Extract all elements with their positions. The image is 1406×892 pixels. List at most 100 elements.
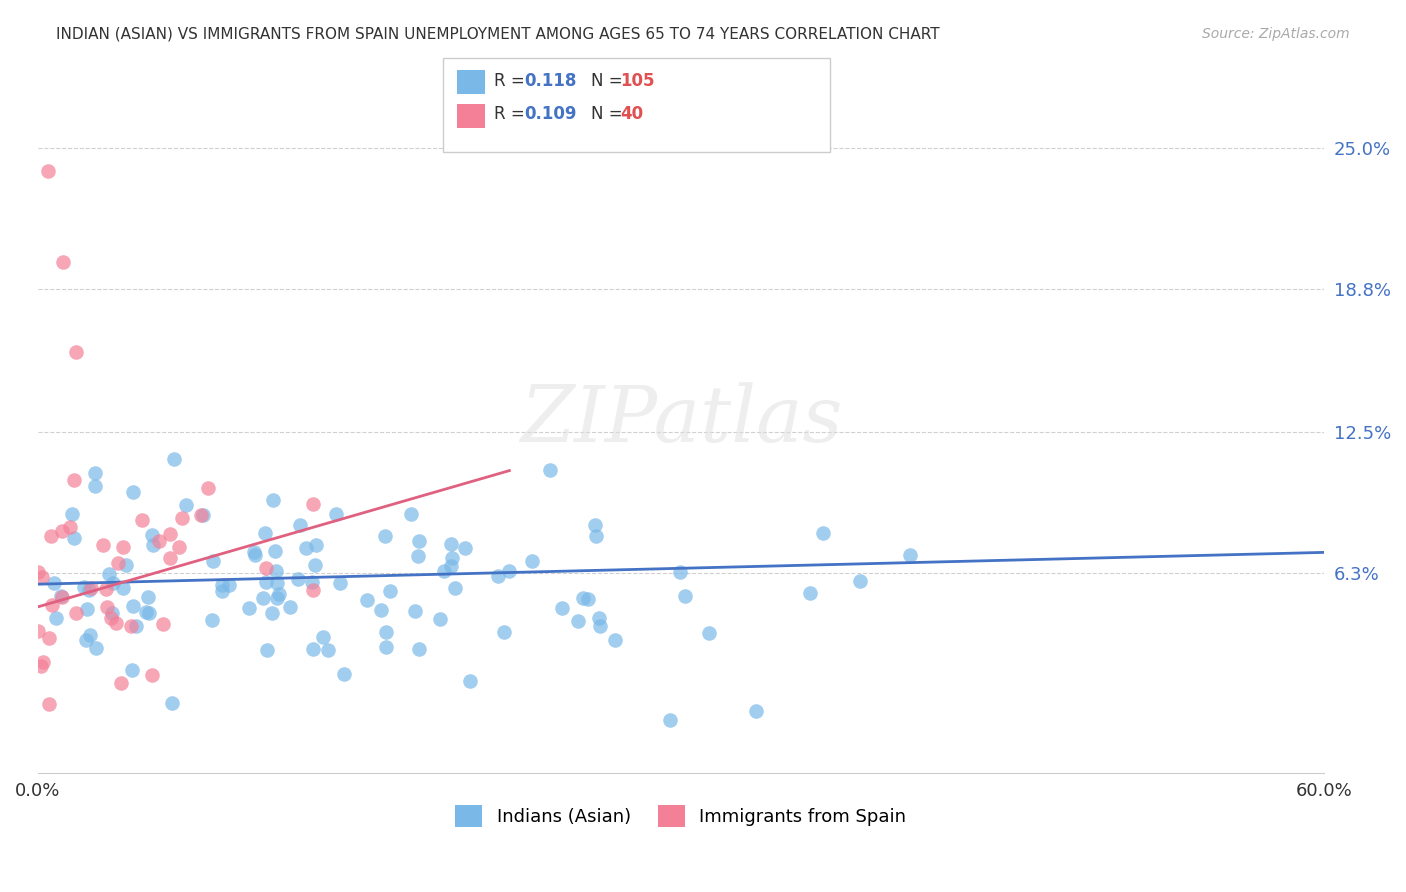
Point [75, 632, 97, 647]
Point [30, 658, 52, 673]
Text: 0.118: 0.118 [524, 72, 576, 90]
Point [370, 603, 392, 617]
Point [238, 601, 260, 615]
Point [316, 643, 339, 657]
Point [32, 655, 55, 669]
Point [264, 564, 287, 578]
Point [45, 611, 67, 625]
Point [406, 549, 429, 563]
Text: INDIAN (ASIAN) VS IMMIGRANTS FROM SPAIN UNEMPLOYMENT AMONG AGES 65 TO 74 YEARS C: INDIAN (ASIAN) VS IMMIGRANTS FROM SPAIN … [56, 27, 939, 42]
Point [429, 611, 451, 625]
Point [288, 517, 311, 532]
Text: R =: R = [494, 105, 530, 123]
Point [585, 529, 607, 543]
Point [111, 540, 134, 554]
Point [65, 345, 87, 359]
Point [218, 578, 240, 592]
Point [498, 565, 520, 579]
Point [697, 625, 720, 640]
Point [588, 619, 610, 633]
Point [91, 538, 114, 552]
Point [49, 589, 72, 603]
Text: R =: R = [494, 72, 530, 90]
Point [301, 641, 323, 656]
Point [356, 592, 378, 607]
Point [37, 163, 59, 178]
Point [572, 591, 595, 605]
Point [304, 538, 326, 552]
Point [98, 567, 121, 582]
Text: ZIPatlas: ZIPatlas [520, 383, 842, 458]
Point [408, 534, 430, 549]
Point [399, 507, 422, 521]
Point [898, 548, 921, 562]
Point [110, 676, 132, 690]
Point [266, 591, 288, 605]
Point [588, 610, 610, 624]
Point [329, 575, 352, 590]
Point [120, 618, 142, 632]
Point [170, 511, 193, 525]
Text: N =: N = [591, 72, 627, 90]
Point [252, 591, 274, 606]
Point [211, 578, 233, 592]
Point [673, 590, 696, 604]
Point [114, 558, 136, 573]
Point [84, 479, 107, 493]
Point [174, 498, 197, 512]
Text: 0.109: 0.109 [524, 105, 576, 123]
Point [304, 558, 326, 572]
Point [63, 473, 86, 487]
Point [454, 541, 477, 555]
Point [567, 615, 589, 629]
Point [138, 590, 160, 604]
Point [458, 673, 481, 688]
Text: 105: 105 [620, 72, 655, 90]
Point [799, 586, 821, 600]
Point [551, 601, 574, 615]
Point [301, 575, 323, 590]
Point [163, 452, 186, 467]
Point [135, 605, 157, 619]
Point [94, 582, 117, 597]
Point [254, 561, 277, 575]
Point [100, 610, 122, 624]
Point [131, 513, 153, 527]
Point [191, 508, 214, 522]
Point [62, 531, 84, 545]
Text: Source: ZipAtlas.com: Source: ZipAtlas.com [1202, 27, 1350, 41]
Point [51, 590, 73, 604]
Point [27, 624, 49, 638]
Point [262, 606, 284, 620]
Point [578, 592, 600, 607]
Legend: Indians (Asian), Immigrants from Spain: Indians (Asian), Immigrants from Spain [449, 797, 914, 834]
Point [278, 599, 301, 614]
Point [486, 569, 509, 583]
Point [585, 517, 607, 532]
Point [169, 541, 191, 555]
Point [162, 696, 184, 710]
Point [669, 565, 692, 579]
Point [159, 551, 181, 566]
Text: 40: 40 [620, 105, 643, 123]
Point [254, 575, 277, 590]
Point [38, 697, 60, 711]
Point [433, 564, 456, 578]
Point [243, 548, 266, 562]
Point [267, 587, 290, 601]
Text: N =: N = [591, 105, 627, 123]
Point [121, 484, 143, 499]
Point [325, 507, 347, 521]
Point [374, 624, 396, 639]
Point [266, 575, 288, 590]
Point [211, 583, 233, 598]
Point [142, 538, 165, 552]
Point [287, 572, 309, 586]
Point [659, 714, 682, 728]
Point [262, 493, 284, 508]
Point [264, 544, 287, 558]
Point [540, 463, 562, 477]
Point [380, 583, 402, 598]
Point [121, 599, 143, 613]
Point [243, 545, 266, 559]
